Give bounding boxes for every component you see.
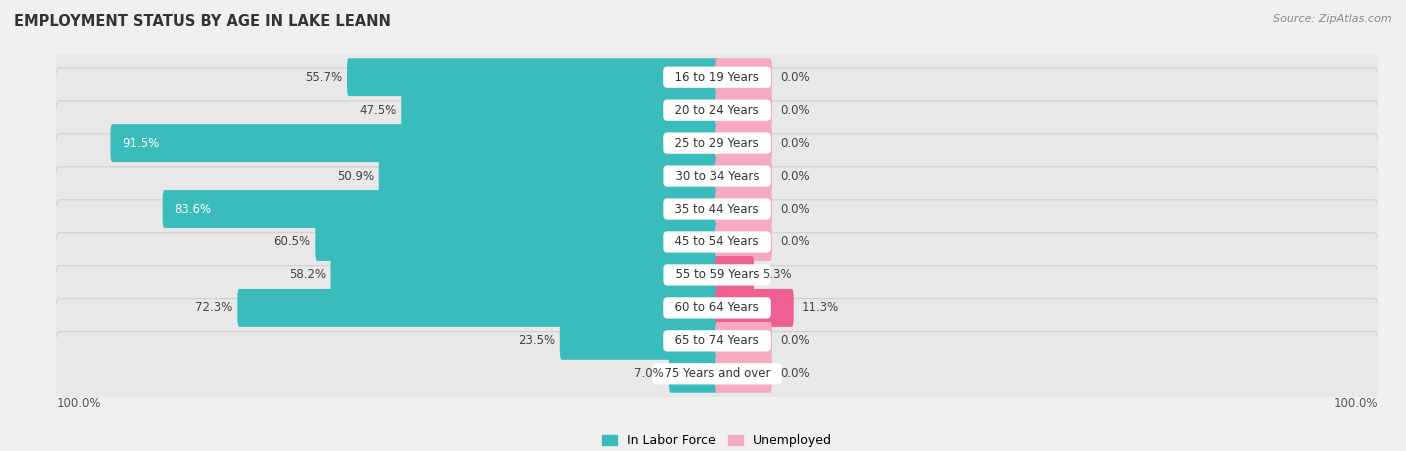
Text: 23.5%: 23.5% xyxy=(517,334,555,347)
FancyBboxPatch shape xyxy=(315,223,718,261)
Text: 0.0%: 0.0% xyxy=(780,235,810,249)
FancyBboxPatch shape xyxy=(716,223,772,261)
Text: 83.6%: 83.6% xyxy=(174,202,212,216)
Text: 100.0%: 100.0% xyxy=(1333,397,1378,410)
FancyBboxPatch shape xyxy=(716,91,772,129)
FancyBboxPatch shape xyxy=(55,68,1379,152)
FancyBboxPatch shape xyxy=(55,134,1379,218)
FancyBboxPatch shape xyxy=(163,190,718,228)
FancyBboxPatch shape xyxy=(716,157,772,195)
FancyBboxPatch shape xyxy=(347,58,718,96)
FancyBboxPatch shape xyxy=(669,355,718,393)
Text: 50.9%: 50.9% xyxy=(337,170,374,183)
Text: 60 to 64 Years: 60 to 64 Years xyxy=(668,301,766,314)
Text: 45 to 54 Years: 45 to 54 Years xyxy=(668,235,766,249)
Text: 100.0%: 100.0% xyxy=(56,397,101,410)
Text: 65 to 74 Years: 65 to 74 Years xyxy=(668,334,766,347)
FancyBboxPatch shape xyxy=(55,331,1379,416)
Text: 0.0%: 0.0% xyxy=(780,202,810,216)
FancyBboxPatch shape xyxy=(716,124,772,162)
FancyBboxPatch shape xyxy=(560,322,718,360)
Text: 16 to 19 Years: 16 to 19 Years xyxy=(668,71,766,84)
Text: 0.0%: 0.0% xyxy=(780,71,810,84)
Text: 35 to 44 Years: 35 to 44 Years xyxy=(668,202,766,216)
Text: 75 Years and over: 75 Years and over xyxy=(657,367,778,380)
FancyBboxPatch shape xyxy=(111,124,718,162)
FancyBboxPatch shape xyxy=(55,200,1379,284)
Text: 58.2%: 58.2% xyxy=(288,268,326,281)
FancyBboxPatch shape xyxy=(716,256,754,294)
Text: 5.3%: 5.3% xyxy=(762,268,792,281)
FancyBboxPatch shape xyxy=(55,233,1379,317)
FancyBboxPatch shape xyxy=(55,35,1379,120)
FancyBboxPatch shape xyxy=(716,58,772,96)
Text: 72.3%: 72.3% xyxy=(195,301,232,314)
FancyBboxPatch shape xyxy=(716,190,772,228)
FancyBboxPatch shape xyxy=(716,355,772,393)
Text: 7.0%: 7.0% xyxy=(634,367,664,380)
Text: 91.5%: 91.5% xyxy=(122,137,159,150)
Text: 0.0%: 0.0% xyxy=(780,137,810,150)
Text: 20 to 24 Years: 20 to 24 Years xyxy=(668,104,766,117)
FancyBboxPatch shape xyxy=(401,91,718,129)
Text: 11.3%: 11.3% xyxy=(801,301,839,314)
Text: Source: ZipAtlas.com: Source: ZipAtlas.com xyxy=(1274,14,1392,23)
FancyBboxPatch shape xyxy=(716,289,794,327)
Text: 0.0%: 0.0% xyxy=(780,334,810,347)
FancyBboxPatch shape xyxy=(55,167,1379,251)
FancyBboxPatch shape xyxy=(716,322,772,360)
Text: 30 to 34 Years: 30 to 34 Years xyxy=(668,170,766,183)
FancyBboxPatch shape xyxy=(238,289,718,327)
FancyBboxPatch shape xyxy=(55,299,1379,383)
FancyBboxPatch shape xyxy=(55,266,1379,350)
Text: 0.0%: 0.0% xyxy=(780,104,810,117)
FancyBboxPatch shape xyxy=(378,157,718,195)
Text: 55 to 59 Years: 55 to 59 Years xyxy=(668,268,766,281)
Text: 0.0%: 0.0% xyxy=(780,170,810,183)
Text: EMPLOYMENT STATUS BY AGE IN LAKE LEANN: EMPLOYMENT STATUS BY AGE IN LAKE LEANN xyxy=(14,14,391,28)
FancyBboxPatch shape xyxy=(55,101,1379,185)
Legend: In Labor Force, Unemployed: In Labor Force, Unemployed xyxy=(598,429,837,451)
Text: 55.7%: 55.7% xyxy=(305,71,343,84)
Text: 0.0%: 0.0% xyxy=(780,367,810,380)
Text: 25 to 29 Years: 25 to 29 Years xyxy=(668,137,766,150)
FancyBboxPatch shape xyxy=(330,256,718,294)
Text: 60.5%: 60.5% xyxy=(274,235,311,249)
Text: 47.5%: 47.5% xyxy=(360,104,396,117)
